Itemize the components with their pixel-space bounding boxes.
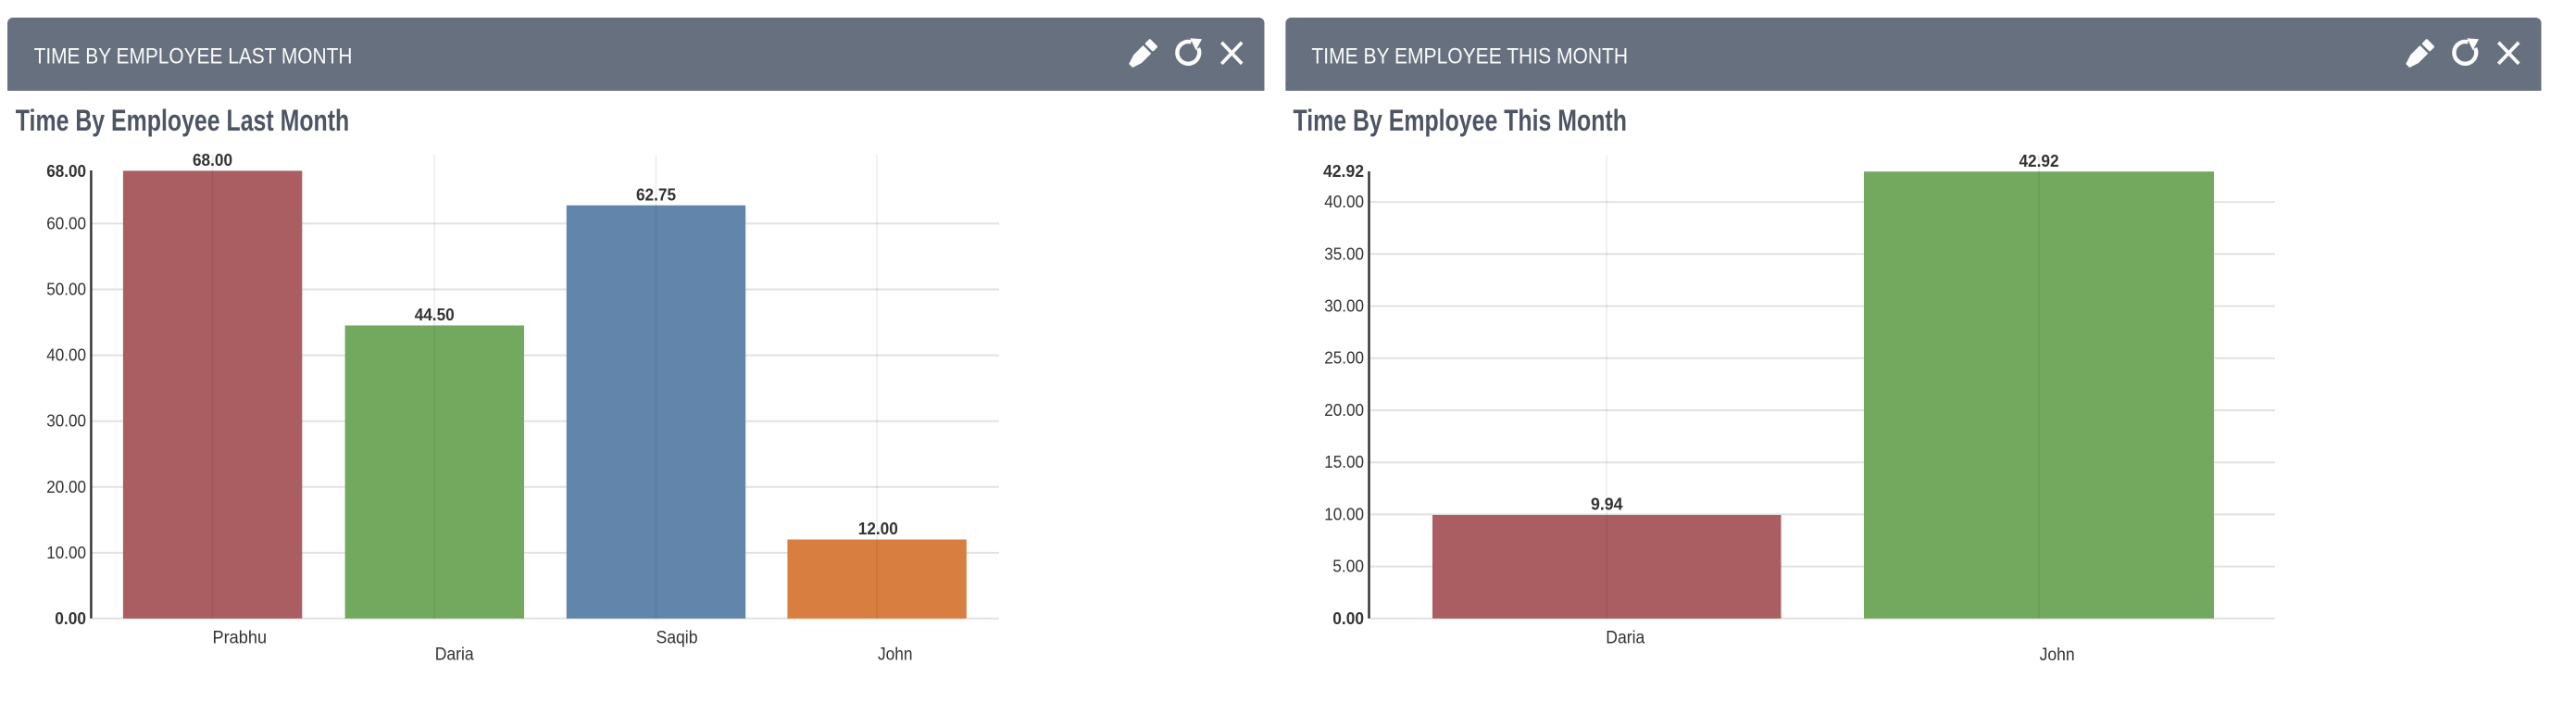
svg-text:68.00: 68.00 [46, 162, 86, 181]
svg-text:5.00: 5.00 [1332, 558, 1364, 576]
svg-text:40.00: 40.00 [46, 346, 86, 365]
svg-text:25.00: 25.00 [1324, 349, 1364, 368]
svg-text:44.50: 44.50 [415, 306, 455, 324]
svg-text:20.00: 20.00 [46, 478, 86, 496]
svg-text:10.00: 10.00 [1324, 505, 1364, 523]
svg-text:Prabhu: Prabhu [213, 629, 268, 648]
svg-text:62.75: 62.75 [636, 185, 676, 204]
svg-text:TIME BY EMPLOYEE THIS MONTH: TIME BY EMPLOYEE THIS MONTH [1311, 44, 1628, 69]
svg-text:10.00: 10.00 [46, 544, 86, 562]
svg-text:TIME BY EMPLOYEE LAST MONTH: TIME BY EMPLOYEE LAST MONTH [34, 44, 353, 69]
svg-text:Time By Employee Last Month: Time By Employee Last Month [16, 104, 349, 137]
svg-text:Time By Employee This Month: Time By Employee This Month [1294, 104, 1627, 137]
svg-text:40.00: 40.00 [1324, 193, 1364, 211]
svg-text:30.00: 30.00 [46, 412, 86, 431]
svg-text:0.00: 0.00 [55, 609, 86, 628]
svg-text:68.00: 68.00 [193, 151, 232, 169]
svg-text:Daria: Daria [435, 646, 474, 665]
svg-text:John: John [2040, 646, 2075, 665]
svg-text:35.00: 35.00 [1324, 245, 1364, 263]
svg-text:15.00: 15.00 [1324, 453, 1364, 471]
svg-text:20.00: 20.00 [1324, 401, 1364, 420]
svg-text:0.00: 0.00 [1332, 609, 1364, 628]
svg-text:50.00: 50.00 [46, 281, 86, 299]
svg-text:42.92: 42.92 [1323, 162, 1364, 181]
svg-text:60.00: 60.00 [46, 214, 86, 232]
svg-text:12.00: 12.00 [858, 520, 898, 538]
svg-text:Saqib: Saqib [657, 629, 698, 648]
svg-text:Daria: Daria [1606, 629, 1644, 648]
svg-text:John: John [878, 646, 913, 665]
svg-text:42.92: 42.92 [2020, 152, 2059, 170]
svg-text:9.94: 9.94 [1591, 495, 1623, 514]
svg-text:30.00: 30.00 [1324, 297, 1364, 316]
